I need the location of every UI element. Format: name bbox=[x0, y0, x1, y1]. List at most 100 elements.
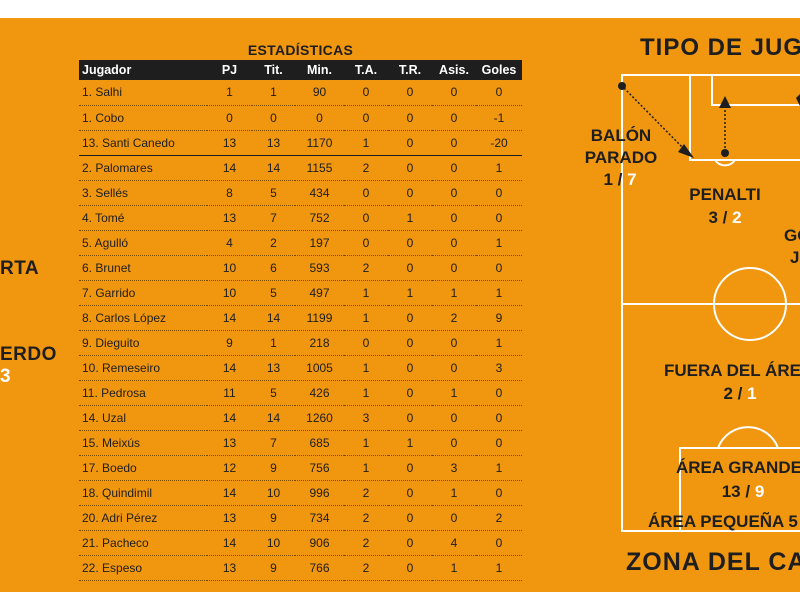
stat-cell: 1 bbox=[344, 455, 388, 481]
stat-cell: 13 bbox=[207, 555, 252, 581]
player-name-cell: 17. Boedo bbox=[79, 455, 207, 481]
player-row: 8. Carlos López 14 14 1199 1 0 2 9 bbox=[79, 305, 522, 331]
stat-cell: 218 bbox=[295, 330, 344, 356]
stat-cell: 13 bbox=[207, 505, 252, 531]
column-header: T.R. bbox=[388, 60, 432, 80]
stat-cell: 0 bbox=[388, 380, 432, 406]
stat-cell: 1 bbox=[344, 280, 388, 306]
player-row: 3. Sellés 8 5 434 0 0 0 0 bbox=[79, 180, 522, 206]
stat-cell: 0 bbox=[388, 305, 432, 331]
stat-cell: 10 bbox=[207, 280, 252, 306]
player-row: 14. Uzal 14 14 1260 3 0 0 0 bbox=[79, 405, 522, 431]
stat-cell: 4 bbox=[432, 530, 476, 556]
stat-cell: 3 bbox=[344, 405, 388, 431]
stats-header-row: Jugador PJ Tit. Min. T.A. T.R. Asis. Gol… bbox=[79, 60, 522, 80]
player-name-cell: 22. Espeso bbox=[79, 555, 207, 581]
column-header: PJ bbox=[207, 60, 252, 80]
player-row: 18. Quindimil 14 10 996 2 0 1 0 bbox=[79, 480, 522, 506]
stat-cell: -1 bbox=[476, 105, 522, 131]
stat-cell: 0 bbox=[432, 255, 476, 281]
stat-cell: 0 bbox=[388, 480, 432, 506]
balon-parado-total: 1 bbox=[603, 170, 613, 189]
value-separator: / bbox=[732, 384, 748, 403]
player-row: 5. Agulló 4 2 197 0 0 0 1 bbox=[79, 230, 522, 256]
stat-cell: 10 bbox=[207, 255, 252, 281]
stat-cell: 14 bbox=[207, 480, 252, 506]
area-grande-goals: 9 bbox=[754, 482, 765, 501]
stat-cell: 0 bbox=[388, 230, 432, 256]
stat-cell: 3 bbox=[476, 355, 522, 381]
player-row: 1. Cobo 0 0 0 0 0 0 -1 bbox=[79, 105, 522, 131]
stat-cell: 9 bbox=[252, 555, 295, 581]
stat-cell: 426 bbox=[295, 380, 344, 406]
column-header: Asis. bbox=[432, 60, 476, 80]
fuera-area-goals: 1 bbox=[747, 384, 757, 403]
stat-cell: 0 bbox=[344, 180, 388, 206]
stat-cell: 685 bbox=[295, 430, 344, 456]
stats-table-section: ESTADÍSTICAS Jugador PJ Tit. Min. T.A. T… bbox=[79, 40, 522, 581]
balon-parado-label-1: BALÓN bbox=[590, 126, 652, 145]
stat-cell: 197 bbox=[295, 230, 344, 256]
stat-cell: 1 bbox=[344, 130, 388, 156]
stat-cell: 14 bbox=[207, 405, 252, 431]
stat-cell: 0 bbox=[344, 105, 388, 131]
stat-cell: 1260 bbox=[295, 405, 344, 431]
stat-cell: 0 bbox=[388, 555, 432, 581]
player-name-cell: 6. Brunet bbox=[79, 255, 207, 281]
column-header: T.A. bbox=[344, 60, 388, 80]
stat-cell: 12 bbox=[207, 455, 252, 481]
stat-cell: 0 bbox=[295, 105, 344, 131]
stat-cell: 5 bbox=[252, 180, 295, 206]
stat-cell: 0 bbox=[432, 105, 476, 131]
value-separator: / bbox=[717, 208, 733, 227]
stat-cell: 593 bbox=[295, 255, 344, 281]
stat-cell: 0 bbox=[476, 480, 522, 506]
stat-cell: 766 bbox=[295, 555, 344, 581]
stat-cell: 0 bbox=[432, 405, 476, 431]
stat-cell: 0 bbox=[476, 430, 522, 456]
cropped-label-1: GO bbox=[784, 226, 800, 245]
stat-cell: 9 bbox=[252, 505, 295, 531]
penalti-total: 3 bbox=[708, 208, 718, 227]
player-name-cell: 1. Salhi bbox=[79, 80, 207, 106]
stat-cell: 13 bbox=[207, 430, 252, 456]
player-name-cell: 15. Meixús bbox=[79, 430, 207, 456]
stat-cell: 13 bbox=[252, 355, 295, 381]
balon-parado-value: 1 / 7 bbox=[598, 170, 642, 190]
stat-cell: 14 bbox=[252, 305, 295, 331]
player-row: 11. Pedrosa 11 5 426 1 0 1 0 bbox=[79, 380, 522, 406]
stat-cell: 0 bbox=[388, 130, 432, 156]
stat-cell: 10 bbox=[252, 480, 295, 506]
stat-cell: 0 bbox=[388, 530, 432, 556]
player-name-cell: 18. Quindimil bbox=[79, 480, 207, 506]
stat-cell: 0 bbox=[388, 455, 432, 481]
stat-cell: 0 bbox=[344, 80, 388, 106]
stat-cell: 1 bbox=[432, 380, 476, 406]
stat-cell: 7 bbox=[252, 205, 295, 231]
balon-parado-label-2: PARADO bbox=[584, 148, 658, 167]
player-row: 22. Espeso 13 9 766 2 0 1 1 bbox=[79, 555, 522, 581]
player-row: 10. Remeseiro 14 13 1005 1 0 0 3 bbox=[79, 355, 522, 381]
player-name-cell: 9. Dieguito bbox=[79, 330, 207, 356]
stat-cell: 14 bbox=[207, 530, 252, 556]
stat-cell: 3 bbox=[432, 455, 476, 481]
stat-cell: 1005 bbox=[295, 355, 344, 381]
corner-trajectory bbox=[623, 87, 686, 151]
stat-cell: 14 bbox=[252, 405, 295, 431]
stat-cell: 1 bbox=[344, 355, 388, 381]
stat-cell: 1 bbox=[388, 280, 432, 306]
player-row: 17. Boedo 12 9 756 1 0 3 1 bbox=[79, 455, 522, 481]
stat-cell: 2 bbox=[432, 305, 476, 331]
value-separator: / bbox=[740, 482, 755, 501]
stat-cell: 6 bbox=[252, 255, 295, 281]
stat-cell: 1 bbox=[476, 455, 522, 481]
value-separator: / bbox=[612, 170, 628, 189]
stat-cell: 13 bbox=[207, 205, 252, 231]
stat-cell: 0 bbox=[476, 530, 522, 556]
penalti-value: 3 / 2 bbox=[695, 208, 755, 228]
column-header: Jugador bbox=[79, 60, 207, 80]
player-row: 15. Meixús 13 7 685 1 1 0 0 bbox=[79, 430, 522, 456]
player-row: 21. Pacheco 14 10 906 2 0 4 0 bbox=[79, 530, 522, 556]
column-header: Tit. bbox=[252, 60, 295, 80]
stat-cell: 13 bbox=[252, 130, 295, 156]
